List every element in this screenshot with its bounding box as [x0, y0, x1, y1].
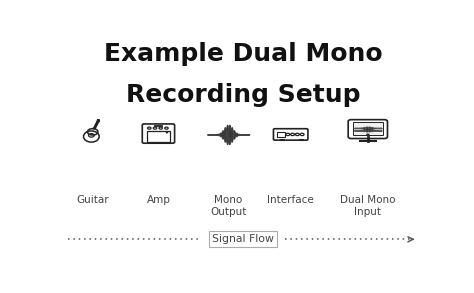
FancyBboxPatch shape	[273, 129, 308, 140]
Text: Amp: Amp	[146, 195, 170, 205]
Circle shape	[291, 133, 294, 136]
Bar	[299, 139, 303, 140]
Text: Interface: Interface	[267, 195, 314, 205]
Circle shape	[300, 133, 304, 136]
Text: Mono
Output: Mono Output	[210, 195, 246, 217]
Bar	[147, 131, 170, 142]
Circle shape	[165, 127, 168, 129]
Circle shape	[159, 127, 163, 129]
FancyBboxPatch shape	[348, 120, 387, 139]
Circle shape	[166, 132, 168, 133]
Circle shape	[367, 134, 369, 135]
Circle shape	[295, 133, 299, 136]
Polygon shape	[93, 122, 99, 129]
Circle shape	[147, 127, 151, 129]
Bar	[353, 122, 383, 135]
Text: Guitar: Guitar	[76, 195, 109, 205]
Text: Example Dual Mono: Example Dual Mono	[104, 42, 382, 66]
Text: Dual Mono
Input: Dual Mono Input	[340, 195, 396, 217]
Text: Signal Flow: Signal Flow	[212, 234, 274, 244]
Circle shape	[98, 120, 100, 121]
Polygon shape	[97, 120, 100, 122]
FancyBboxPatch shape	[142, 124, 174, 143]
Circle shape	[166, 132, 168, 133]
Circle shape	[98, 121, 100, 122]
Text: Recording Setup: Recording Setup	[126, 83, 360, 107]
Circle shape	[166, 132, 168, 133]
Circle shape	[153, 127, 157, 129]
Bar	[277, 132, 285, 137]
Circle shape	[286, 133, 290, 136]
Bar	[280, 139, 283, 140]
